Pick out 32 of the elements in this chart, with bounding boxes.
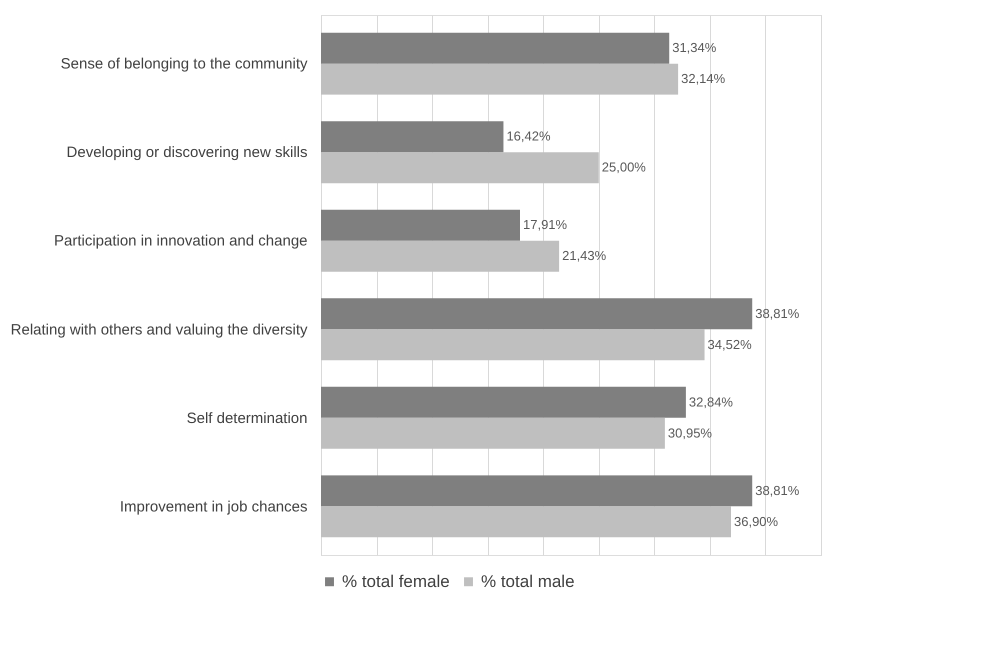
data-label: 38,81% [755,482,800,498]
y-tick-label: Sense of belonging to the community [60,56,308,73]
bar [321,152,599,184]
bar [321,121,504,152]
data-label: 34,52% [708,336,752,352]
bar [321,506,731,538]
data-label: 21,43% [562,248,607,264]
data-label: 30,95% [668,425,712,440]
data-label: 32,84% [688,394,734,410]
bar [321,64,678,95]
y-tick-label: Improvement in job chances [120,498,308,516]
data-label: 25,00% [602,160,646,175]
data-label: 36,90% [734,514,779,529]
bar [321,418,665,449]
y-tick-label: Participation in innovation and change [54,232,308,250]
legend-label: % total male [481,572,575,591]
y-tick-label: Self determination [186,410,308,427]
data-label: 32,14% [681,71,726,86]
bar [321,329,705,360]
bar [321,32,670,64]
data-label: 16,42% [506,128,551,144]
data-label: 31,34% [672,40,717,56]
legend-label: % total female [342,572,450,591]
bar [321,240,560,272]
bar [321,298,752,330]
bar [321,386,686,418]
y-tick-label: Developing or discovering new skills [66,144,308,162]
data-label: 38,81% [755,306,800,321]
bar [321,475,752,506]
data-label: 17,91% [523,217,568,232]
bar [321,210,520,241]
y-tick-label: Relating with others and valuing the diversity [10,321,308,338]
